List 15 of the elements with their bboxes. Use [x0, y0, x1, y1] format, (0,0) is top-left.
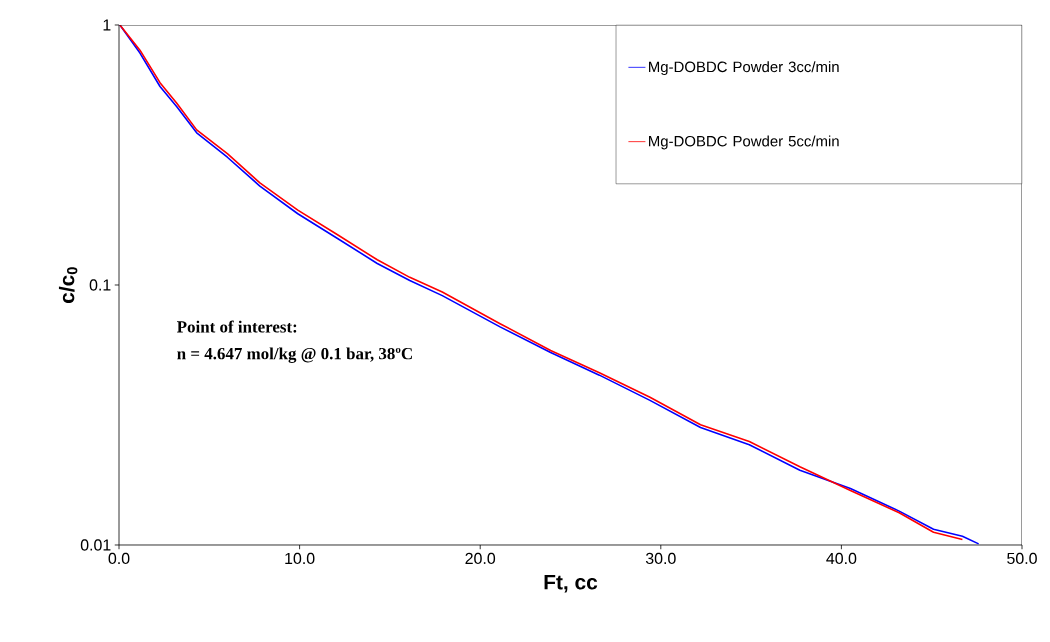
y-axis-title: c/c$_{0}$ — [58, 267, 78, 304]
x-tick-label: 50.0 — [1007, 552, 1037, 565]
x-tick-label: 0.0 — [108, 552, 130, 565]
annotation: Point of interest: — [177, 320, 297, 333]
legend-label: Mg-DOBDC Powder 5cc/min — [649, 135, 839, 150]
legend-label: Mg-DOBDC Powder 3cc/min — [649, 61, 839, 76]
y-tick-label: 0.01 — [80, 539, 111, 551]
x-tick-label: 40.0 — [826, 552, 857, 565]
x-tick-label: 30.0 — [645, 552, 676, 565]
x-tick-label: 20.0 — [465, 552, 496, 565]
x-tick-label: 10.0 — [285, 552, 315, 565]
y-tick-label: 0.1 — [89, 279, 111, 291]
annotation: n = 4.647 mol/kg @ 0.1 bar, 38ºC — [177, 347, 412, 363]
y-tick-label: 1 — [103, 19, 111, 31]
x-axis-title: Ft, cc — [544, 574, 598, 593]
